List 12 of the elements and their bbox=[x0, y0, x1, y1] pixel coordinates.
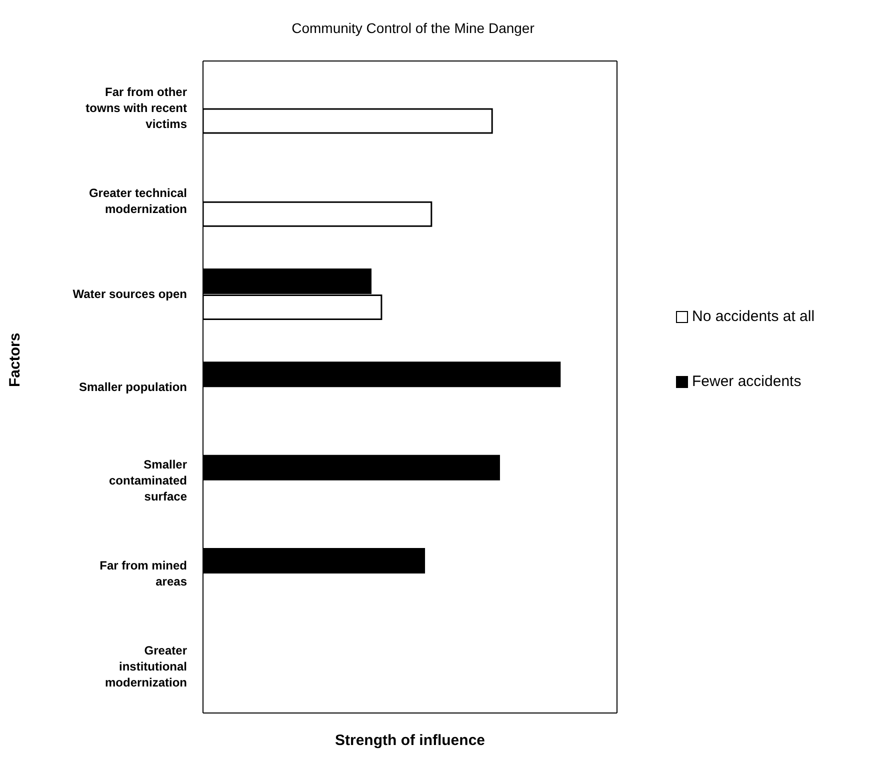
legend-label: No accidents at all bbox=[692, 308, 815, 325]
legend-label: Fewer accidents bbox=[692, 373, 802, 390]
x-axis-title: Strength of influence bbox=[335, 732, 485, 749]
y-tick-label: Smaller population bbox=[78, 380, 187, 394]
y-tick-label: Water sources open bbox=[72, 287, 187, 302]
y-tick-label: Far from other towns with recent victims bbox=[86, 84, 188, 131]
y-tick-label: Greater technical modernization bbox=[88, 186, 187, 216]
y-tick-label: Smaller contaminated surface bbox=[108, 457, 188, 504]
y-axis-title: Factors bbox=[6, 332, 24, 387]
chart-title: Community Control of the Mine Danger bbox=[290, 20, 536, 36]
y-tick-label: Greater institutional modernization bbox=[104, 644, 188, 690]
y-tick-label: Far from mined areas bbox=[100, 558, 188, 588]
